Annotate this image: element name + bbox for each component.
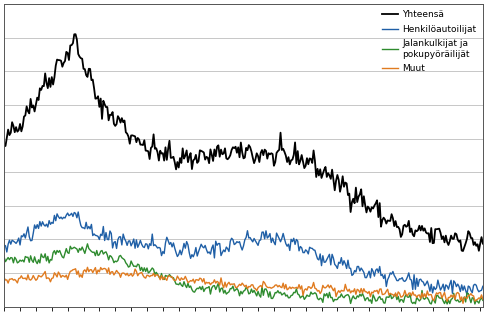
Henkilöautoilijat xyxy=(48,222,54,226)
Henkilöautoilijat xyxy=(205,251,211,255)
Muut xyxy=(119,272,125,275)
Henkilöautoilijat xyxy=(26,235,32,239)
Muut xyxy=(480,297,486,301)
Muut xyxy=(85,266,91,269)
Muut xyxy=(26,278,32,281)
Jalankulkijat ja
pokupyöräilijät xyxy=(119,256,125,260)
Jalankulkijat ja
pokupyöräilijät xyxy=(48,258,54,261)
Line: Muut: Muut xyxy=(4,267,483,303)
Muut xyxy=(110,270,115,274)
Henkilöautoilijat xyxy=(464,292,470,296)
Muut xyxy=(205,281,211,285)
Yhteensä xyxy=(73,32,78,36)
Jalankulkijat ja
pokupyöräilijät xyxy=(110,257,115,261)
Muut xyxy=(1,276,7,280)
Line: Henkilöautoilijat: Henkilöautoilijat xyxy=(4,212,483,294)
Henkilöautoilijat xyxy=(1,243,7,247)
Jalankulkijat ja
pokupyöräilijät xyxy=(85,242,91,246)
Yhteensä xyxy=(205,156,211,160)
Yhteensä xyxy=(460,249,466,253)
Yhteensä xyxy=(110,110,115,114)
Henkilöautoilijat xyxy=(119,243,125,247)
Jalankulkijat ja
pokupyöräilijät xyxy=(205,286,211,289)
Line: Jalankulkijat ja
pokupyöräilijät: Jalankulkijat ja pokupyöräilijät xyxy=(4,244,483,304)
Muut xyxy=(460,301,466,305)
Henkilöautoilijat xyxy=(110,246,115,250)
Jalankulkijat ja
pokupyöräilijät xyxy=(1,255,7,259)
Yhteensä xyxy=(48,85,54,89)
Jalankulkijat ja
pokupyöräilijät xyxy=(480,298,486,302)
Jalankulkijat ja
pokupyöräilijät xyxy=(26,261,32,264)
Muut xyxy=(48,280,54,284)
Henkilöautoilijat xyxy=(75,210,81,214)
Yhteensä xyxy=(119,116,125,120)
Yhteensä xyxy=(1,144,7,148)
Yhteensä xyxy=(480,242,486,245)
Jalankulkijat ja
pokupyöräilijät xyxy=(429,302,434,306)
Yhteensä xyxy=(366,206,372,210)
Henkilöautoilijat xyxy=(366,269,372,273)
Henkilöautoilijat xyxy=(480,284,486,288)
Jalankulkijat ja
pokupyöräilijät xyxy=(366,299,372,303)
Yhteensä xyxy=(26,112,32,115)
Line: Yhteensä: Yhteensä xyxy=(4,34,483,251)
Legend: Yhteensä, Henkilöautoilijat, Jalankulkijat ja
pokupyöräilijät, Muut: Yhteensä, Henkilöautoilijat, Jalankulkij… xyxy=(380,9,478,75)
Muut xyxy=(366,289,372,293)
